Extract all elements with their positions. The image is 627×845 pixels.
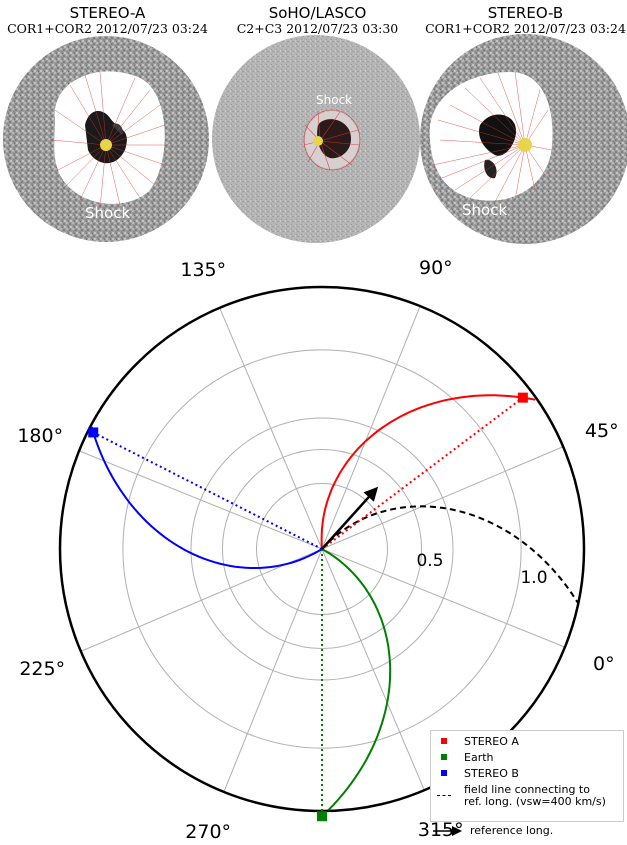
earth-marker-icon [441,754,447,760]
radial-gridline [221,448,423,650]
legend-label: Earth [464,751,494,764]
coronagraph-images: Shock Shock [3,34,627,244]
angular-gridline [321,446,564,550]
panel-title-soho-lasco: SoHO/LASCO C2+C3 2012/07/23 03:30 [210,5,425,36]
arrow-right-icon [433,825,462,836]
reference-field-line [321,505,580,605]
shock-label: Shock [316,93,352,107]
angular-gridline [219,307,323,550]
angle-tick-label: 270° [185,821,231,843]
legend-item-earth: Earth [437,752,494,764]
angular-gridline [321,548,425,791]
polar-chart: 0°45°90°135°180°225°270° 315°0.51.0 [17,257,619,843]
reference-arrow-head [363,486,379,502]
earth-field-line [321,548,392,811]
panel-subtitle: COR1+COR2 2012/07/23 03:24 [425,21,626,36]
panel-name: STEREO-B [487,4,564,22]
radial-gridline [122,349,522,749]
point-marker [517,392,528,403]
radial-tick-label: 0.5 [416,551,443,571]
panel-name: SoHO/LASCO [268,4,367,22]
legend-item-stereo-a: STEREO A [437,736,519,748]
panel-name: STEREO-A [69,4,146,22]
angle-tick-label: 0° [593,653,615,675]
chart-legend: STEREO A Earth STEREO B field line conne… [430,730,624,822]
legend-label: STEREO A [464,735,519,748]
angular-gridline [223,548,323,793]
angular-gridline [321,548,566,648]
angle-tick-label: 45° [585,420,619,442]
legend-label: ref. long. (vsw=400 km/s) [464,795,606,808]
radial-tick-label: 1.0 [520,568,547,588]
dashed-line-icon [437,795,451,796]
point-marker [317,811,327,822]
stereo-b-image: Shock [420,34,627,244]
shock-label: Shock [462,201,507,219]
stereo-b-marker-icon [441,770,447,776]
legend-label: reference long. [470,824,554,837]
panel-title-stereo-a: STEREO-A COR1+COR2 2012/07/23 03:24 [0,5,215,36]
panel-subtitle: C2+C3 2012/07/23 03:30 [236,21,399,36]
angular-gridline [78,450,323,550]
reference-arrow-shaft [321,496,370,550]
legend-item-reference: reference long. [432,824,553,837]
stereo-a-marker-icon [441,738,447,744]
stereo-b-field-line [90,426,323,569]
legend-label: STEREO B [464,767,519,780]
panel-subtitle: COR1+COR2 2012/07/23 03:24 [7,21,208,36]
angular-gridline [321,305,421,550]
legend-item-stereo-b: STEREO B [437,768,519,780]
stereo-a-image: Shock [3,36,209,242]
angle-tick-label: 135° [180,259,226,281]
legend-label: field line connecting to [464,783,590,796]
angle-tick-label: 90° [419,257,453,279]
legend-item-field-line: field line connecting to ref. long. (vsw… [437,784,606,808]
angle-tick-label: 180° [17,425,63,447]
point-radial-line [92,431,323,550]
shock-label: Shock [85,204,130,222]
stereo-a-field-line [320,394,536,550]
point-marker [88,427,99,438]
point-radial-line [321,396,524,550]
angle-tick-label: 225° [19,658,65,680]
soho-lasco-image: Shock [212,35,420,243]
panel-title-stereo-b: STEREO-B COR1+COR2 2012/07/23 03:24 [418,5,627,36]
